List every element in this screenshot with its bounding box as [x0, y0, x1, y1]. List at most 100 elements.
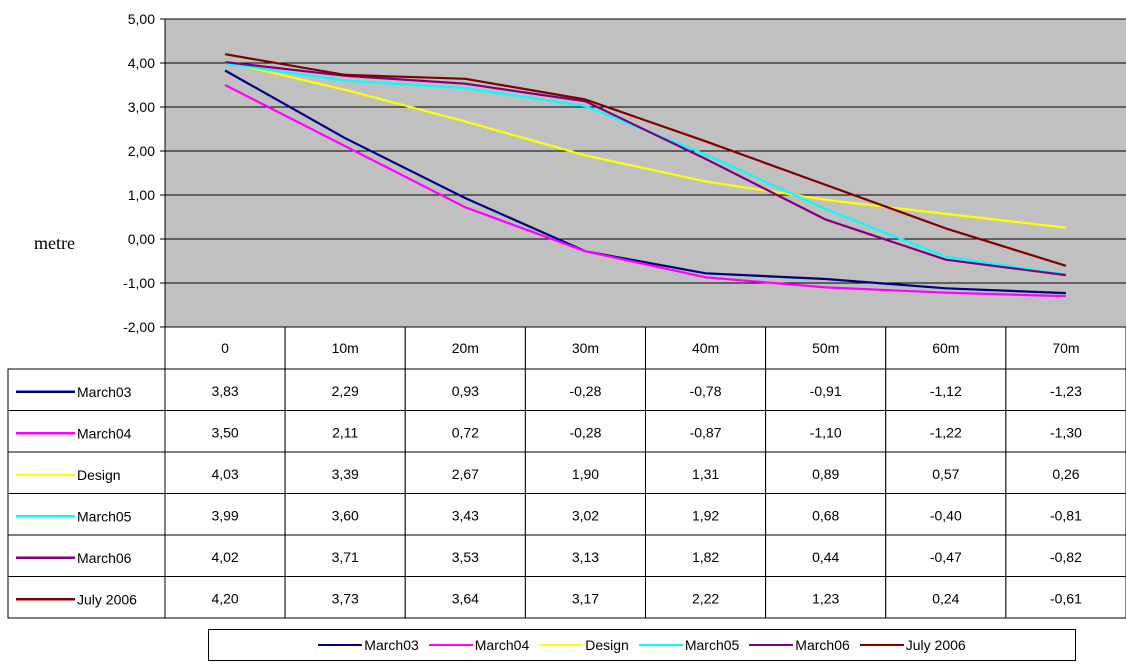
- legend-line: [859, 644, 904, 646]
- table-cell: [885, 493, 1007, 536]
- table-cell: [404, 451, 526, 494]
- table-value: 0,57: [932, 466, 959, 482]
- table-cell: [524, 368, 646, 411]
- table-value: 0,72: [452, 424, 479, 440]
- table-value: 2,29: [332, 383, 359, 399]
- y-tick-label: 2,00: [128, 143, 155, 159]
- series-line-design: [224, 60, 1067, 229]
- table-value: 1,23: [812, 590, 839, 606]
- table-value: -0,81: [1050, 507, 1082, 523]
- x-tick-label: 60m: [932, 340, 959, 356]
- table-cell: [885, 368, 1007, 411]
- table-value: -1,30: [1050, 424, 1082, 440]
- table-cell: [404, 368, 526, 411]
- legend-line: [638, 644, 683, 646]
- table-value: -0,87: [690, 424, 722, 440]
- x-tick-label: 10m: [332, 340, 359, 356]
- table-value: 0,89: [812, 466, 839, 482]
- y-tick-label: 1,00: [128, 187, 155, 203]
- legend-line: [749, 644, 794, 646]
- table-value: 1,92: [692, 507, 719, 523]
- table-cell: [1005, 410, 1126, 453]
- table-series-name: March05: [77, 508, 132, 524]
- table-cell: [765, 493, 887, 536]
- x-tick-label: 0: [221, 340, 229, 356]
- table-cell: [524, 534, 646, 577]
- table-cell: [885, 576, 1007, 619]
- table-value: 4,20: [211, 590, 238, 606]
- table-value: 2,11: [332, 424, 358, 440]
- series-line-march03: [224, 69, 1066, 295]
- table-value: 0,68: [812, 507, 839, 523]
- table-cell: [524, 493, 646, 536]
- line-chart: 5,00 4,00 3,00 2,00 1,00 0,00 -1,00 -2,00 0 10m 2…: [7, 11, 1126, 619]
- x-tick-label: 50m: [812, 340, 839, 356]
- legend-label: March05: [684, 637, 740, 653]
- table-header-cell: [524, 326, 646, 370]
- table-cell: [765, 451, 887, 494]
- table-value: 3,17: [572, 590, 599, 606]
- legend-item: March06: [749, 637, 850, 653]
- table-value: 4,03: [211, 466, 238, 482]
- plot-area: [165, 19, 1126, 327]
- table-value: 4,02: [211, 549, 238, 565]
- table-cell: [1005, 534, 1126, 577]
- table-value: 2,22: [692, 590, 719, 606]
- y-tick-label: 3,00: [128, 99, 155, 115]
- table-series-name: March06: [77, 550, 132, 566]
- table-cell: [885, 451, 1007, 494]
- table-series-name: Design: [77, 467, 121, 483]
- table-row-header-cell: [7, 493, 166, 536]
- table-cell: [1005, 493, 1126, 536]
- table-cell: [885, 534, 1007, 577]
- legend-item: March05: [638, 637, 740, 653]
- table-value: 0,24: [932, 590, 959, 606]
- table-cell: [284, 368, 406, 411]
- table-header-cell: [765, 326, 887, 370]
- x-tick-label: 40m: [692, 340, 719, 356]
- table-cell: [765, 368, 887, 411]
- table-value: -0,28: [569, 383, 601, 399]
- table-series-name: March03: [77, 384, 132, 400]
- table-value: -0,91: [810, 383, 842, 399]
- table-cell: [645, 451, 767, 494]
- y-tick-label: 0,00: [128, 231, 155, 247]
- legend-line: [318, 644, 363, 646]
- table-cell: [765, 410, 887, 453]
- table-value: -0,28: [569, 424, 601, 440]
- table-header-cell: [885, 326, 1007, 370]
- table-cell: [765, 534, 887, 577]
- table-value: -1,10: [810, 424, 842, 440]
- legend-label: Design: [585, 637, 629, 653]
- table-value: -0,61: [1050, 590, 1082, 606]
- table-header-cell: [1005, 326, 1126, 370]
- legend-label: March06: [795, 637, 850, 653]
- series-line-march04: [224, 84, 1066, 298]
- table-cell: [1005, 368, 1126, 411]
- table-cell: [164, 410, 286, 453]
- table-cell: [1005, 576, 1126, 619]
- table-cell: [404, 493, 526, 536]
- y-tick-label: -1,00: [123, 275, 155, 291]
- table-cell: [284, 534, 406, 577]
- table-row-header-cell: [7, 576, 166, 619]
- table-value: -0,47: [930, 549, 962, 565]
- y-tick-label: 4,00: [128, 55, 155, 71]
- table-cell: [765, 576, 887, 619]
- table-value: -1,22: [930, 424, 962, 440]
- table-value: 3,39: [332, 466, 359, 482]
- table-cell: [284, 451, 406, 494]
- table-cell: [645, 576, 767, 619]
- table-cell: [1005, 451, 1126, 494]
- table-header-cell: [164, 326, 286, 370]
- table-header-cell: [404, 326, 526, 370]
- legend-label: March03: [364, 637, 419, 653]
- table-row-header-cell: [7, 368, 166, 411]
- table-series-name: July 2006: [77, 591, 137, 607]
- table-value: -1,23: [1050, 383, 1082, 399]
- table-value: 2,67: [452, 466, 479, 482]
- legend-item: March04: [428, 637, 529, 653]
- table-header-cell: [645, 326, 767, 370]
- table-value: 3,13: [572, 549, 599, 565]
- table-value: 0,26: [1052, 466, 1079, 482]
